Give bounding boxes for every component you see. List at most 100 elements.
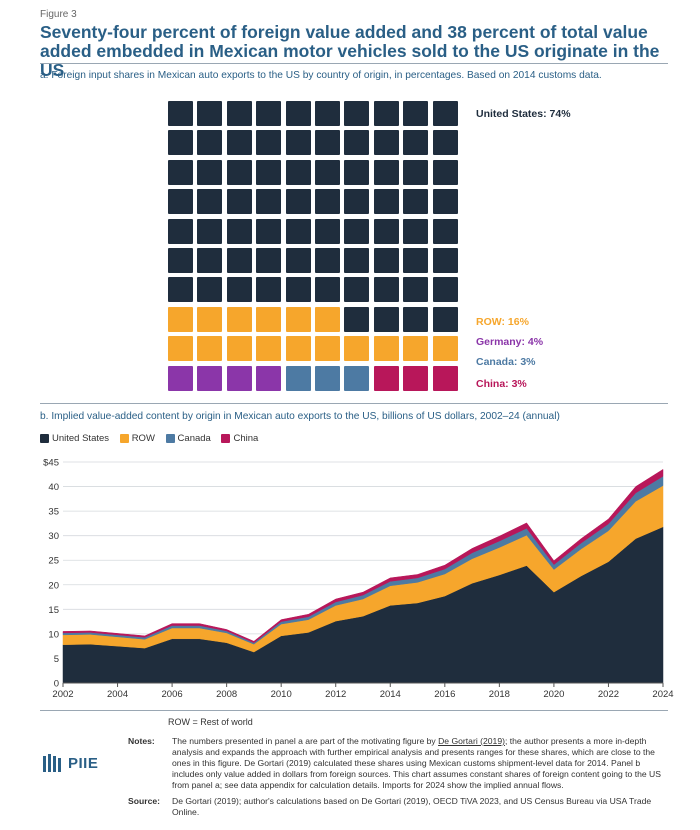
waffle-cell-us bbox=[344, 277, 370, 303]
waffle-label-germany: Germany: 4% bbox=[476, 336, 544, 348]
waffle-cell-us bbox=[432, 218, 458, 244]
waffle-cell-us bbox=[168, 130, 193, 156]
waffle-cell-us bbox=[197, 130, 223, 156]
waffle-cell-us bbox=[403, 101, 429, 126]
row-definition: ROW = Rest of world bbox=[168, 717, 253, 727]
waffle-cell-us bbox=[285, 189, 311, 215]
y-tick-label: 10 bbox=[48, 629, 59, 640]
waffle-cell-row bbox=[285, 306, 311, 332]
notes-text: The numbers presented in panel a are par… bbox=[172, 736, 668, 791]
waffle-cell-us bbox=[403, 277, 429, 303]
logo-text: PIIE bbox=[68, 754, 99, 772]
waffle-cell-us bbox=[403, 218, 429, 244]
divider bbox=[40, 63, 668, 64]
y-tick-label: 20 bbox=[48, 580, 59, 591]
waffle-cell-us bbox=[373, 218, 399, 244]
waffle-cell-us bbox=[344, 130, 370, 156]
waffle-cell-row bbox=[285, 336, 311, 362]
waffle-cell-us bbox=[256, 248, 282, 273]
x-tick-label: 2008 bbox=[216, 689, 237, 700]
legend-swatch bbox=[221, 434, 231, 443]
legend-item-row: ROW bbox=[119, 433, 155, 444]
notes: Notes: The numbers presented in panel a … bbox=[128, 736, 668, 791]
waffle-cell-us bbox=[226, 130, 252, 156]
source: Source: De Gortari (2019); author's calc… bbox=[128, 796, 668, 818]
waffle-cell-us bbox=[197, 277, 223, 303]
waffle-cell-us bbox=[226, 248, 252, 273]
waffle-cell-us bbox=[315, 277, 340, 303]
y-tick-label: 35 bbox=[48, 507, 59, 518]
waffle-cell-us bbox=[315, 130, 340, 156]
notes-link[interactable]: De Gortari (2019) bbox=[438, 736, 505, 746]
waffle-cell-row bbox=[197, 336, 223, 362]
waffle-cell-china bbox=[373, 365, 399, 391]
waffle-chart bbox=[168, 101, 460, 396]
legend-swatch bbox=[119, 434, 129, 443]
waffle-cell-us bbox=[315, 189, 340, 215]
waffle-cell-us bbox=[373, 130, 399, 156]
waffle-cell-germany bbox=[256, 365, 282, 391]
waffle-cell-us bbox=[256, 189, 282, 215]
waffle-cell-us bbox=[197, 101, 223, 126]
waffle-cell-us bbox=[432, 130, 458, 156]
y-tick-label: 25 bbox=[48, 556, 59, 567]
waffle-cell-china bbox=[432, 365, 458, 391]
waffle-cell-row bbox=[256, 306, 282, 332]
waffle-cell-us bbox=[344, 248, 370, 273]
waffle-cell-row bbox=[315, 306, 340, 332]
panel-a-heading: a. Foreign input shares in Mexican auto … bbox=[40, 70, 602, 81]
stacked-area-chart: 0 5 10 15 20 25 30 35 40 $45 2002 2004 2006 2008 2010 2… bbox=[43, 458, 673, 701]
waffle-cell-row bbox=[432, 336, 458, 362]
waffle-cell-us bbox=[168, 277, 193, 303]
waffle-cell-row bbox=[168, 306, 193, 332]
waffle-cell-germany bbox=[226, 365, 252, 391]
waffle-cell-germany bbox=[168, 365, 193, 391]
waffle-cell-us bbox=[344, 101, 370, 126]
waffle-cell-row bbox=[403, 336, 429, 362]
waffle-cell-us bbox=[373, 101, 399, 126]
figure-label: Figure 3 bbox=[40, 9, 77, 20]
waffle-cell-us bbox=[432, 306, 458, 332]
waffle-cell-germany bbox=[197, 365, 223, 391]
figure-title: Seventy-four percent of foreign value ad… bbox=[40, 22, 660, 80]
waffle-cell-us bbox=[285, 159, 311, 185]
waffle-cell-row bbox=[256, 336, 282, 362]
waffle-cell-us bbox=[197, 248, 223, 273]
waffle-cell-us bbox=[285, 130, 311, 156]
y-tick-label: 40 bbox=[48, 482, 59, 493]
y-tick-label: 0 bbox=[54, 679, 59, 690]
waffle-cell-us bbox=[432, 189, 458, 215]
notes-text-start: The numbers presented in panel a are par… bbox=[172, 736, 439, 746]
waffle-cell-canada bbox=[344, 365, 370, 391]
legend-item-china: China bbox=[221, 433, 258, 444]
x-tick-label: 2018 bbox=[489, 689, 510, 700]
waffle-cell-us bbox=[256, 159, 282, 185]
source-label: Source: bbox=[128, 796, 160, 806]
y-tick-label: $45 bbox=[43, 458, 59, 469]
waffle-cell-us bbox=[168, 101, 193, 126]
legend-label: China bbox=[233, 433, 259, 444]
x-tick-label: 2022 bbox=[598, 689, 619, 700]
x-tick-label: 2004 bbox=[107, 689, 128, 700]
legend-label: Canada bbox=[177, 433, 211, 444]
area-series-china bbox=[62, 468, 664, 644]
waffle-cell-row bbox=[226, 306, 252, 332]
waffle-cell-us bbox=[226, 101, 252, 126]
panel-b-heading: b. Implied value-added content by origin… bbox=[40, 411, 560, 422]
waffle-cell-us bbox=[285, 248, 311, 273]
notes-label: Notes: bbox=[128, 736, 155, 746]
piie-logo: PIIE bbox=[42, 752, 98, 774]
waffle-label-canada: Canada: 3% bbox=[476, 356, 536, 368]
waffle-cell-us bbox=[256, 130, 282, 156]
waffle-cell-us bbox=[373, 306, 399, 332]
waffle-cell-us bbox=[373, 159, 399, 185]
waffle-cell-row bbox=[226, 336, 252, 362]
source-text: De Gortari (2019); author's calculations… bbox=[172, 796, 652, 817]
waffle-cell-us bbox=[344, 159, 370, 185]
x-tick-label: 2016 bbox=[434, 689, 455, 700]
waffle-cell-us bbox=[285, 277, 311, 303]
waffle-cell-us bbox=[373, 277, 399, 303]
y-tick-label: 15 bbox=[48, 605, 59, 616]
waffle-cell-canada bbox=[285, 365, 311, 391]
x-tick-label: 2006 bbox=[162, 689, 183, 700]
